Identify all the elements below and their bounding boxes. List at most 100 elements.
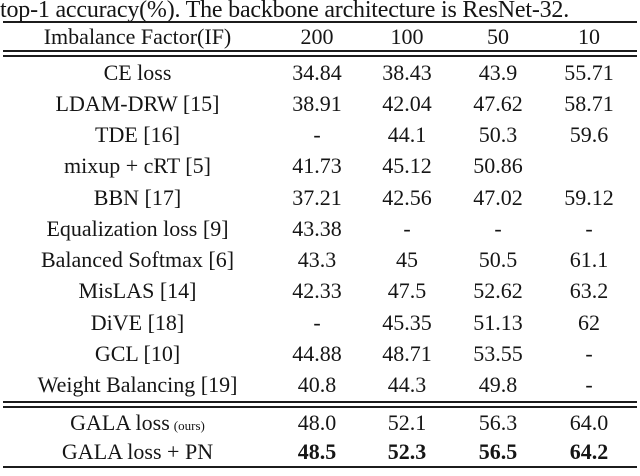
value-cell: 62 (578, 309, 600, 335)
value-cell: 59.6 (569, 122, 609, 148)
table-row: MisLAS [14] 42.33 47.5 52.62 63.2 (3, 276, 637, 307)
value-cell: 48.0 (297, 409, 337, 435)
value-cell: - (313, 122, 321, 148)
table-row: TDE [16] - 44.1 50.3 59.6 (3, 120, 637, 151)
method-cell: mixup + cRT [5] (3, 155, 272, 177)
method-cell: GALA loss + PN (3, 438, 272, 464)
method-label: GALA loss (70, 409, 170, 435)
value-cell: 64.2 (569, 438, 609, 464)
value-cell: - (313, 309, 321, 335)
value-cell: 47.02 (473, 184, 523, 210)
header-separator-double-rule (3, 50, 637, 57)
method-label: MisLAS [14] (78, 278, 197, 304)
value-cell: - (403, 215, 411, 241)
value-cell: 45 (396, 247, 418, 273)
value-cell: 38.91 (292, 90, 342, 116)
value-cell: 40.8 (297, 372, 337, 398)
value-cell: 37.21 (292, 184, 342, 210)
method-label: GALA loss + PN (61, 438, 214, 464)
method-label: Balanced Softmax [6] (40, 247, 235, 273)
value-cell: 41.73 (292, 153, 342, 179)
table-body: CE loss 34.84 38.43 43.9 55.71 LDAM-DRW [15] 3… (3, 57, 637, 401)
rule-line (3, 401, 637, 403)
method-cell: LDAM-DRW [15] (3, 90, 272, 116)
method-cell: TDE [16] (3, 124, 272, 146)
table-ours-section: GALA loss (ours) 48.0 52.1 56.3 64.0 GALA loss… (3, 408, 637, 466)
value-cell: 55.71 (564, 59, 614, 85)
value-cell: 48.71 (382, 341, 432, 367)
header-col-100: 100 (390, 23, 424, 49)
method-cell: GALA loss (ours) (3, 409, 272, 435)
method-cell: Equalization loss [9] (3, 215, 272, 241)
value-cell: 43.3 (297, 247, 337, 273)
value-cell: 38.43 (382, 59, 432, 85)
header-if-label: Imbalance Factor(IF) (43, 23, 232, 49)
value-cell: 58.71 (564, 90, 614, 116)
value-cell: 44.1 (387, 122, 427, 148)
method-cell: CE loss (3, 59, 272, 85)
method-label: DiVE [18] (90, 309, 185, 335)
value-cell: 42.56 (382, 184, 432, 210)
value-cell: 45.12 (382, 153, 432, 179)
value-cell: 61.1 (569, 247, 609, 273)
table-row: Equalization loss [9] 43.38 - - - (3, 213, 637, 244)
method-label: Equalization loss [9] (46, 215, 229, 241)
value-cell: 45.35 (382, 309, 432, 335)
method-label: LDAM-DRW [15] (55, 90, 220, 116)
table-row: GALA loss (ours) 48.0 52.1 56.3 64.0 (3, 408, 637, 437)
method-label: CE loss (103, 59, 172, 85)
method-label: Weight Balancing [19] (37, 372, 238, 398)
table-row: mixup + cRT [5] 41.73 45.12 50.86 (3, 151, 637, 182)
value-cell: 43.38 (292, 215, 342, 241)
method-cell: Weight Balancing [19] (3, 374, 272, 396)
value-cell: 44.3 (387, 372, 427, 398)
value-cell: 42.33 (292, 278, 342, 304)
table-row: GCL [10] 44.88 48.71 53.55 - (3, 338, 637, 369)
table-caption: top-1 accuracy(%). The backbone architec… (0, 0, 570, 23)
value-cell: 49.8 (478, 372, 518, 398)
value-cell: - (585, 341, 593, 367)
table-bottom-rule (3, 466, 637, 468)
value-cell: 44.88 (292, 341, 342, 367)
table-top-rule (3, 21, 637, 23)
value-cell: 63.2 (569, 278, 609, 304)
value-cell: 42.04 (382, 90, 432, 116)
method-cell: Balanced Softmax [6] (3, 249, 272, 271)
value-cell: 56.5 (478, 438, 518, 464)
method-label: mixup + cRT [5] (64, 153, 211, 179)
rule-line (3, 406, 637, 408)
method-cell: BBN [17] (3, 184, 272, 210)
table-row: LDAM-DRW [15] 38.91 42.04 47.62 58.71 (3, 88, 637, 119)
table-row: GALA loss + PN 48.5 52.3 56.5 64.2 (3, 437, 637, 466)
header-col-200: 200 (300, 23, 334, 49)
method-cell: MisLAS [14] (3, 280, 272, 302)
table-row: Weight Balancing [19] 40.8 44.3 49.8 - (3, 370, 637, 401)
value-cell: 64.0 (569, 409, 609, 435)
value-cell: 51.13 (473, 309, 523, 335)
method-cell: GCL [10] (3, 343, 272, 365)
table-row: BBN [17] 37.21 42.56 47.02 59.12 (3, 182, 637, 213)
results-table: Imbalance Factor(IF) 200 100 50 10 CE lo… (3, 21, 637, 468)
value-cell: 52.3 (387, 438, 427, 464)
value-cell: 50.3 (478, 122, 518, 148)
table-row: Balanced Softmax [6] 43.3 45 50.5 61.1 (3, 245, 637, 276)
method-label: BBN [17] (93, 184, 182, 210)
rule-line (3, 50, 637, 52)
value-cell: 59.12 (564, 184, 614, 210)
header-col-50: 50 (487, 23, 509, 49)
value-cell: 47.5 (387, 278, 427, 304)
value-cell: 48.5 (297, 438, 337, 464)
method-label: GCL [10] (94, 341, 181, 367)
value-cell: 50.86 (473, 153, 523, 179)
rule-line (3, 55, 637, 57)
method-label: TDE [16] (95, 122, 180, 148)
value-cell: 47.62 (473, 90, 523, 116)
value-cell: 43.9 (478, 59, 518, 85)
ours-separator-double-rule (3, 401, 637, 408)
value-cell: 56.3 (478, 409, 518, 435)
header-col-10: 10 (578, 23, 600, 49)
table-header-row: Imbalance Factor(IF) 200 100 50 10 (3, 23, 637, 50)
value-cell: - (494, 215, 502, 241)
value-cell: - (585, 372, 593, 398)
value-cell: - (585, 215, 593, 241)
